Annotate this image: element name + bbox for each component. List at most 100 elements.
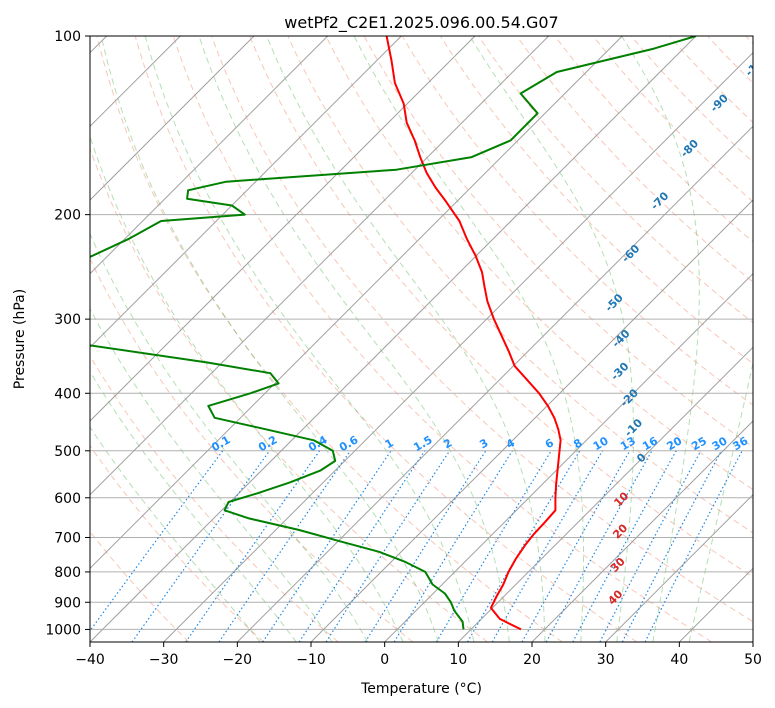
dry-adiabats [90, 36, 753, 642]
moist-adiabat-line [90, 370, 297, 642]
moist-adiabat-line [90, 232, 369, 642]
moist-adiabat-line [90, 307, 333, 642]
dry-adiabat-line [96, 36, 563, 642]
plot-frame [89, 35, 754, 643]
y-tick-label: 900 [54, 595, 81, 611]
temperature-trace [385, 36, 562, 631]
dry-adiabat-line [325, 36, 753, 491]
x-tick-label: 20 [523, 652, 541, 668]
plot-area: 0.1 0.2 0.4 0.6 1 1.5 2 3 4 6 8 10 13 16 20 25 30 36 -100… [90, 36, 772, 642]
chart-title: wetPf2_C2E1.2025.096.00.54.G07 [284, 13, 558, 33]
mixing-ratio-line [435, 450, 552, 642]
dry-adiabat-line [402, 36, 753, 406]
isotherm-label: -50 [603, 291, 626, 314]
y-tick-label: 400 [54, 386, 81, 402]
dry-adiabat-line [440, 36, 753, 365]
dry-adiabat-line [287, 36, 753, 534]
isotherm-line [531, 420, 753, 642]
dry-adiabat-line [90, 147, 488, 642]
isotherm-line [90, 36, 623, 570]
y-axis: 100 200 300 400 500 600 700 800 900 1000 [45, 29, 90, 638]
y-tick-label: 500 [54, 444, 81, 460]
moist-adiabat-line [621, 36, 700, 642]
sounding-traces [90, 36, 697, 631]
x-tick-label: −30 [149, 652, 179, 668]
y-tick-label: 800 [54, 565, 81, 581]
moist-adiabats [90, 36, 753, 642]
moist-adiabat-line [100, 36, 439, 642]
dry-adiabat-line [364, 36, 753, 448]
x-tick-label: 50 [744, 652, 762, 668]
dry-adiabat-line [478, 36, 753, 324]
mixing-ratio-line [262, 450, 392, 642]
mixing-ratio-line [131, 450, 271, 642]
y-tick-label: 600 [54, 491, 81, 507]
y-tick-label: 700 [54, 531, 81, 547]
isotherm-label: -30 [608, 360, 631, 383]
isotherm-label: -40 [609, 327, 632, 350]
dry-adiabat-line [593, 36, 753, 203]
mixing-ratio-line [545, 450, 653, 642]
moist-adiabat-line [90, 426, 261, 642]
isotherm-line [90, 36, 255, 201]
x-tick-label: −20 [223, 652, 253, 668]
isotherm-line [90, 36, 402, 349]
isotherm-line [90, 36, 697, 642]
mixing-ratio-line [572, 450, 677, 642]
isotherm-line [90, 36, 550, 496]
mixing-ratio-line [90, 450, 224, 632]
x-tick-label: 30 [597, 652, 615, 668]
moist-adiabat-line [90, 135, 404, 642]
x-tick-label: −40 [75, 652, 105, 668]
dewpoint-trace [90, 36, 697, 630]
isotherm-line [384, 272, 753, 642]
moist-adiabat-line [198, 36, 510, 642]
mixing-ratio-label: 4 [504, 436, 517, 451]
moist-adiabat-line [266, 36, 546, 642]
isotherm-label: -100 [743, 50, 772, 79]
y-axis-label: Pressure (hPa) [12, 289, 28, 389]
isotherm-line [605, 493, 753, 642]
y-tick-label: 200 [54, 208, 81, 224]
dry-adiabat-line [134, 36, 638, 642]
dry-adiabat-line [90, 530, 190, 642]
x-axis: −40 −30 −20 −10 0 10 20 30 40 50 [75, 642, 762, 668]
dry-adiabat-line [746, 36, 753, 45]
mixing-ratio-label: 6 [543, 436, 556, 451]
mixing-ratio-label: 2 [441, 436, 454, 451]
dry-adiabat-line [90, 444, 264, 642]
isotherm-line [678, 567, 753, 642]
isotherm-line [90, 36, 476, 422]
y-tick-label: 1000 [45, 622, 81, 638]
x-axis-label: Temperature (°C) [360, 681, 482, 697]
mixing-ratio-label: 3 [477, 436, 490, 451]
isotherm-label: -60 [619, 242, 642, 265]
mixing-ratio-line [364, 450, 487, 642]
dry-adiabat-line [707, 36, 753, 84]
y-tick-label: 300 [54, 312, 81, 328]
y-tick-label: 100 [54, 29, 81, 45]
dry-adiabat-line [555, 36, 753, 243]
moist-adiabat-line [688, 360, 753, 642]
x-tick-label: 40 [670, 652, 688, 668]
isotherm-line [752, 641, 753, 642]
moist-adiabat-line [469, 36, 634, 642]
moist-adiabat-line [144, 36, 475, 642]
mixing-ratio-line [185, 450, 321, 642]
x-tick-label: 0 [380, 652, 389, 668]
isobar-gridlines [90, 36, 753, 630]
moist-adiabat-line [353, 36, 584, 642]
mixing-ratio-line [298, 450, 426, 642]
mixing-ratio-line [325, 450, 451, 642]
x-tick-label: 10 [449, 652, 467, 668]
dry-adiabat-line [669, 36, 753, 124]
mixing-ratio-line [521, 450, 631, 642]
dry-adiabat-line [90, 257, 414, 642]
dry-adiabat-line [631, 36, 753, 163]
isotherm-label: 10 [611, 489, 631, 509]
dry-adiabat-line [211, 36, 753, 623]
isotherm-line [236, 125, 753, 642]
isotherm-gridlines [90, 36, 753, 642]
dry-adiabat-line [173, 36, 712, 642]
